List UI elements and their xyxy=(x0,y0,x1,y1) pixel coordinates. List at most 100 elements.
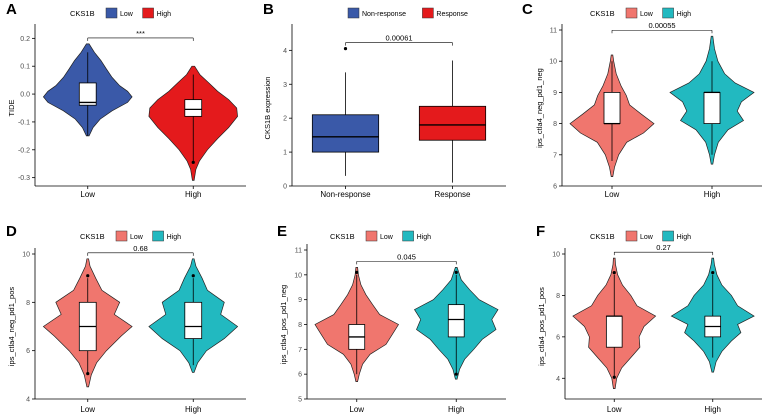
y-axis-label: ips_ctla4_neg_pd1_neg xyxy=(535,68,544,148)
y-tick-label: 11 xyxy=(550,28,557,35)
box-iqr xyxy=(311,114,380,153)
panel-letter: F xyxy=(536,223,545,240)
significance-label: *** xyxy=(136,29,145,38)
y-tick-label: 10 xyxy=(294,272,302,279)
legend-swatch xyxy=(422,7,434,19)
x-tick-label: High xyxy=(448,405,464,414)
outlier-point xyxy=(454,270,458,274)
x-tick-label: Low xyxy=(80,405,95,414)
panel-B: B 0 1 2 3 4 CKS1B expression Non-response Respon… xyxy=(263,1,506,199)
legend-label: High xyxy=(677,234,692,241)
y-tick-label: 6 xyxy=(553,184,557,191)
legend: CKS1B Low High xyxy=(70,7,172,19)
legend-swatch xyxy=(142,7,154,19)
legend-swatch xyxy=(347,7,360,19)
series-low xyxy=(569,54,655,177)
legend-swatch xyxy=(625,7,638,19)
series-low xyxy=(42,43,133,137)
y-tick-label: 2 xyxy=(283,116,287,123)
outlier-point xyxy=(612,271,616,275)
legend-label: High xyxy=(417,234,432,241)
y-tick-label: 8 xyxy=(556,293,560,300)
legend-label: Low xyxy=(380,234,394,241)
box-iqr xyxy=(78,82,97,106)
x-tick-label: High xyxy=(705,405,721,414)
legend-swatch xyxy=(152,230,164,242)
y-tick-label: -0.2 xyxy=(18,147,30,154)
panel-letter: C xyxy=(522,1,533,18)
legend-label: High xyxy=(167,234,182,241)
series-non-response xyxy=(311,47,380,176)
series-low xyxy=(42,258,133,388)
x-tick-label: High xyxy=(185,190,201,199)
outlier-point xyxy=(86,372,90,376)
y-tick-label: 0.0 xyxy=(20,92,30,99)
x-tick-label: Low xyxy=(349,405,364,414)
y-tick-label: -0.1 xyxy=(18,119,30,126)
series-high xyxy=(670,257,755,373)
series-high xyxy=(414,267,499,380)
y-tick-label: 0.2 xyxy=(20,36,30,43)
significance-label: 0.27 xyxy=(656,243,671,252)
y-tick-label: 1 xyxy=(283,150,287,157)
outlier-point xyxy=(191,274,195,278)
legend-label: Low xyxy=(120,11,134,18)
series-high xyxy=(148,258,239,373)
significance-label: 0.00055 xyxy=(648,21,675,30)
legend-title: CKS1B xyxy=(590,232,615,241)
series-high xyxy=(669,35,755,165)
x-tick-label: Low xyxy=(605,190,620,199)
series-low xyxy=(572,257,657,389)
y-tick-label: 10 xyxy=(552,252,560,259)
series-response xyxy=(418,60,487,183)
legend-swatch xyxy=(402,230,414,242)
legend-label: High xyxy=(157,11,172,18)
y-tick-label: 10 xyxy=(549,59,557,66)
box-iqr xyxy=(447,304,465,338)
legend: Non-response Response xyxy=(347,7,468,19)
outlier-point xyxy=(711,271,715,275)
box-iqr xyxy=(703,92,721,125)
legend-swatch xyxy=(662,7,674,19)
panel-letter: E xyxy=(277,223,287,240)
legend-title: CKS1B xyxy=(330,232,355,241)
y-axis-label: ips_ctla4_pos_pd1_neg xyxy=(279,285,288,364)
y-tick-label: 5 xyxy=(298,397,302,404)
y-axis-label: TIDE xyxy=(7,99,16,116)
legend-title: CKS1B xyxy=(590,9,615,18)
x-tick-label: Non-response xyxy=(320,190,371,199)
y-tick-label: 6 xyxy=(556,334,560,341)
y-tick-label: 6 xyxy=(26,348,30,355)
outlier-point xyxy=(612,375,616,379)
legend-swatch xyxy=(662,230,674,242)
panel-D: D 4 6 8 10 ips_ctla4_neg_pd1_pos Low High 0.68 CK… xyxy=(6,223,246,414)
panel-E: E 5 6 7 8 9 10 11 ips_ctla4_pos_pd1_neg Low High 0.… xyxy=(277,223,506,414)
legend: CKS1B Low High xyxy=(590,7,691,19)
y-tick-label: 8 xyxy=(298,322,302,329)
y-tick-label: 11 xyxy=(295,248,302,255)
outlier-point xyxy=(191,160,195,164)
panel-letter: A xyxy=(6,1,17,18)
box-iqr xyxy=(184,99,203,117)
series-low xyxy=(314,267,399,382)
y-tick-label: 7 xyxy=(298,347,302,354)
y-tick-label: 6 xyxy=(298,372,302,379)
y-axis-label: ips_ctla4_neg_pd1_pos xyxy=(7,287,16,366)
significance-label: 0.68 xyxy=(133,244,148,253)
y-tick-label: 7 xyxy=(553,152,557,159)
significance-label: 0.00061 xyxy=(385,34,412,43)
y-tick-label: 8 xyxy=(26,300,30,307)
legend-label: Low xyxy=(640,234,654,241)
box-iqr xyxy=(605,315,623,348)
y-tick-label: -0.3 xyxy=(18,175,30,182)
y-tick-label: 9 xyxy=(298,297,302,304)
box-iqr xyxy=(418,105,487,141)
x-tick-label: High xyxy=(704,190,720,199)
y-tick-label: 10 xyxy=(22,252,30,259)
panel-letter: B xyxy=(263,1,274,18)
y-tick-label: 4 xyxy=(26,397,30,404)
legend-label: Low xyxy=(130,234,144,241)
